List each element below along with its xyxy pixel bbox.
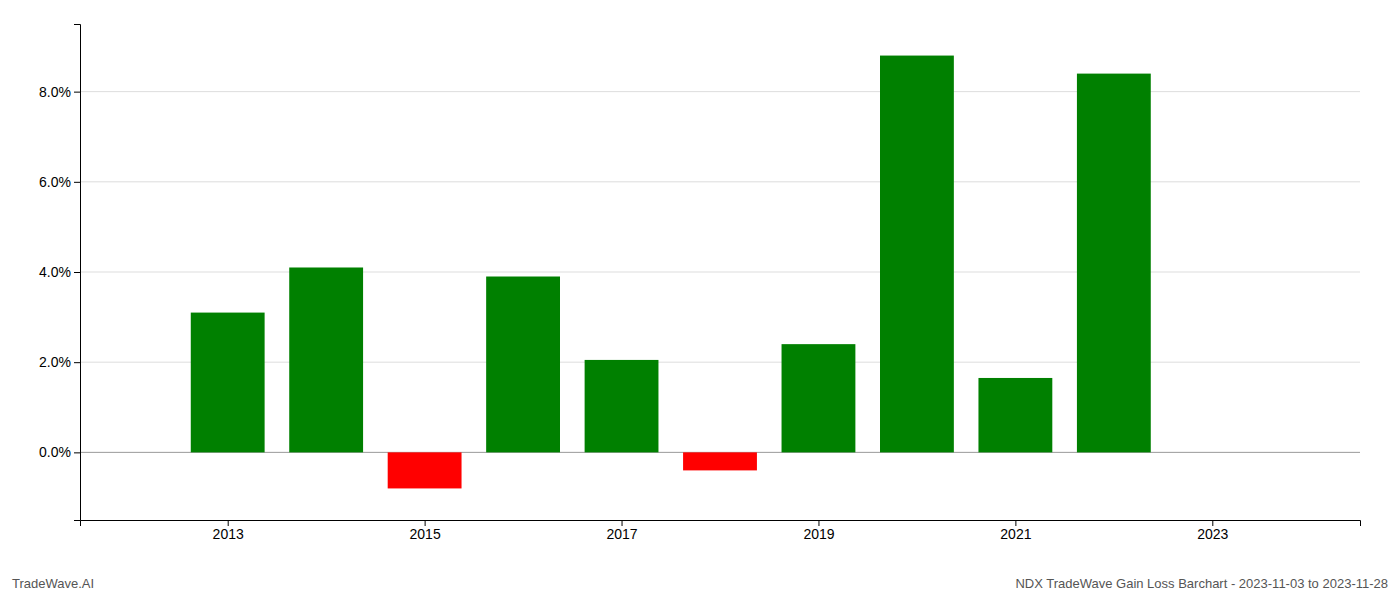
footer: TradeWave.AI	[12, 576, 94, 591]
tick-label: 2.0%	[39, 354, 71, 370]
grid-line	[80, 181, 1360, 182]
grid-line	[80, 91, 1360, 92]
grid-line	[80, 272, 1360, 273]
bar	[1077, 74, 1151, 453]
tick: 8.0%	[39, 84, 80, 100]
tick-label: 6.0%	[39, 174, 71, 190]
tick-label: 2019	[803, 526, 834, 542]
bars	[191, 56, 1151, 489]
bar	[585, 360, 659, 452]
tick-label: 2017	[606, 526, 637, 542]
plot: 0.0% 2.0% 4.0% 6.0% 8.0% 2013 2015 2017 2019 2021…	[39, 25, 1360, 542]
tick: 2017	[606, 520, 637, 542]
tick-label: 0.0%	[39, 444, 71, 460]
tick: 2021	[1000, 520, 1031, 542]
tick: 2.0%	[39, 354, 80, 370]
tick-label: 2015	[410, 526, 441, 542]
tick: 4.0%	[39, 264, 80, 280]
tick: 2023	[1197, 520, 1228, 542]
tick: 2013	[213, 520, 244, 542]
tick: 2015	[410, 520, 441, 542]
y-axis: 0.0% 2.0% 4.0% 6.0% 8.0%	[39, 25, 80, 521]
axis-line	[74, 25, 81, 521]
bar	[683, 452, 757, 470]
tick: 6.0%	[39, 174, 80, 190]
tick-label: 2023	[1197, 526, 1228, 542]
tick: 2019	[803, 520, 834, 542]
tick-label: 8.0%	[39, 84, 71, 100]
tick-label: 2013	[213, 526, 244, 542]
tick-mark	[74, 452, 80, 453]
bar	[782, 344, 856, 452]
tick-label: 4.0%	[39, 264, 71, 280]
x-axis: 2013 2015 2017 2019 2021 2023	[81, 520, 1361, 542]
tick-mark	[74, 92, 80, 93]
tick-label: 2021	[1000, 526, 1031, 542]
bar	[486, 277, 560, 453]
bar	[289, 267, 363, 452]
tick-mark	[74, 362, 80, 363]
grid	[80, 92, 1360, 453]
bar	[388, 452, 462, 488]
bar	[978, 378, 1052, 452]
bar	[880, 56, 954, 453]
tick-mark	[74, 272, 80, 273]
bar	[191, 313, 265, 453]
axis-line	[81, 521, 1361, 527]
tick: 0.0%	[39, 444, 80, 460]
chart: 0.0% 2.0% 4.0% 6.0% 8.0% 2013 2015 2017 2019 2021…	[0, 0, 1400, 600]
grid-line	[80, 362, 1360, 363]
footer: NDX TradeWave Gain Loss Barchart - 2023-…	[1015, 576, 1388, 591]
tick-mark	[74, 182, 80, 183]
